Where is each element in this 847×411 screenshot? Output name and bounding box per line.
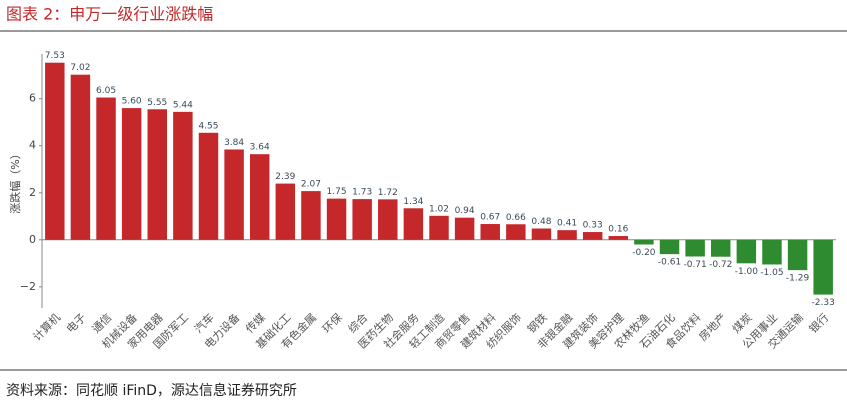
bar <box>506 224 526 240</box>
x-tick-label: 银行 <box>806 310 831 335</box>
value-label: 4.55 <box>198 121 218 131</box>
x-tick-label: 房地产 <box>696 310 729 343</box>
value-label: -1.05 <box>760 268 783 278</box>
x-tick-label: 计算机 <box>30 310 63 343</box>
value-label: 7.53 <box>45 51 65 61</box>
bar <box>813 239 833 295</box>
value-label: 0.94 <box>455 206 475 216</box>
bar <box>121 108 142 240</box>
y-tick-label: 4 <box>29 139 36 152</box>
value-label: 0.48 <box>531 217 551 227</box>
bar <box>70 74 91 240</box>
source: 资料来源：同花顺 iFinD，源达信息证券研究所 <box>6 382 297 399</box>
value-label: -0.71 <box>683 260 706 270</box>
bar <box>45 62 65 240</box>
bar <box>378 199 398 240</box>
x-tick-label: 环保 <box>319 310 344 335</box>
bar <box>711 239 731 257</box>
value-label: 2.07 <box>301 180 321 190</box>
bar <box>557 230 577 240</box>
bar <box>454 217 475 240</box>
value-label: 0.33 <box>583 221 603 231</box>
y-axis-label: 涨跌幅（%） <box>8 148 22 213</box>
bar <box>480 224 500 240</box>
value-label: 6.05 <box>96 86 116 96</box>
y-tick-label: 2 <box>29 186 36 199</box>
value-label: 5.60 <box>122 97 142 107</box>
value-label: 1.02 <box>429 204 449 214</box>
bar <box>531 228 552 240</box>
bar <box>634 239 654 245</box>
bar <box>224 149 244 240</box>
value-label: 7.02 <box>70 63 90 73</box>
y-tick-label: 6 <box>29 92 36 105</box>
bar <box>198 132 219 240</box>
value-label: 0.16 <box>608 225 628 235</box>
bar <box>96 97 116 240</box>
value-label: -2.33 <box>812 298 835 308</box>
value-label: -0.72 <box>709 260 732 270</box>
value-label: -1.29 <box>786 274 810 284</box>
bar <box>326 198 347 240</box>
value-label: 2.39 <box>275 172 295 182</box>
bar <box>429 215 449 240</box>
value-label: 5.55 <box>147 98 167 108</box>
bar <box>249 154 270 240</box>
value-label: 1.75 <box>327 187 347 197</box>
bar <box>787 239 808 271</box>
bar <box>659 239 680 255</box>
value-label: 3.64 <box>250 143 270 153</box>
bar <box>275 183 296 240</box>
chart-title: 图表 2：申万一级行业涨跌幅 <box>6 5 213 24</box>
value-label: 1.34 <box>403 197 423 207</box>
value-label: -0.61 <box>658 258 681 268</box>
y-tick-label: 0 <box>29 233 36 246</box>
value-label: 1.73 <box>352 188 372 198</box>
value-label: 0.67 <box>480 213 500 223</box>
bar <box>173 111 193 240</box>
value-label: 3.84 <box>224 138 244 148</box>
bar <box>685 239 705 257</box>
bar <box>301 191 321 240</box>
value-label: -0.20 <box>632 248 656 258</box>
x-tick-label: 电子 <box>64 311 89 336</box>
y-tick-label: −2 <box>20 280 36 293</box>
value-label: 5.44 <box>173 100 193 110</box>
bar <box>762 239 782 265</box>
value-label: -1.00 <box>735 267 759 277</box>
value-label: 0.41 <box>557 219 577 229</box>
bar <box>352 199 372 240</box>
bar <box>608 236 629 240</box>
bar <box>582 232 603 240</box>
bar <box>147 109 167 240</box>
value-label: 1.72 <box>378 188 398 198</box>
bar <box>736 239 757 264</box>
bar <box>403 208 424 240</box>
value-label: 0.66 <box>506 213 526 223</box>
